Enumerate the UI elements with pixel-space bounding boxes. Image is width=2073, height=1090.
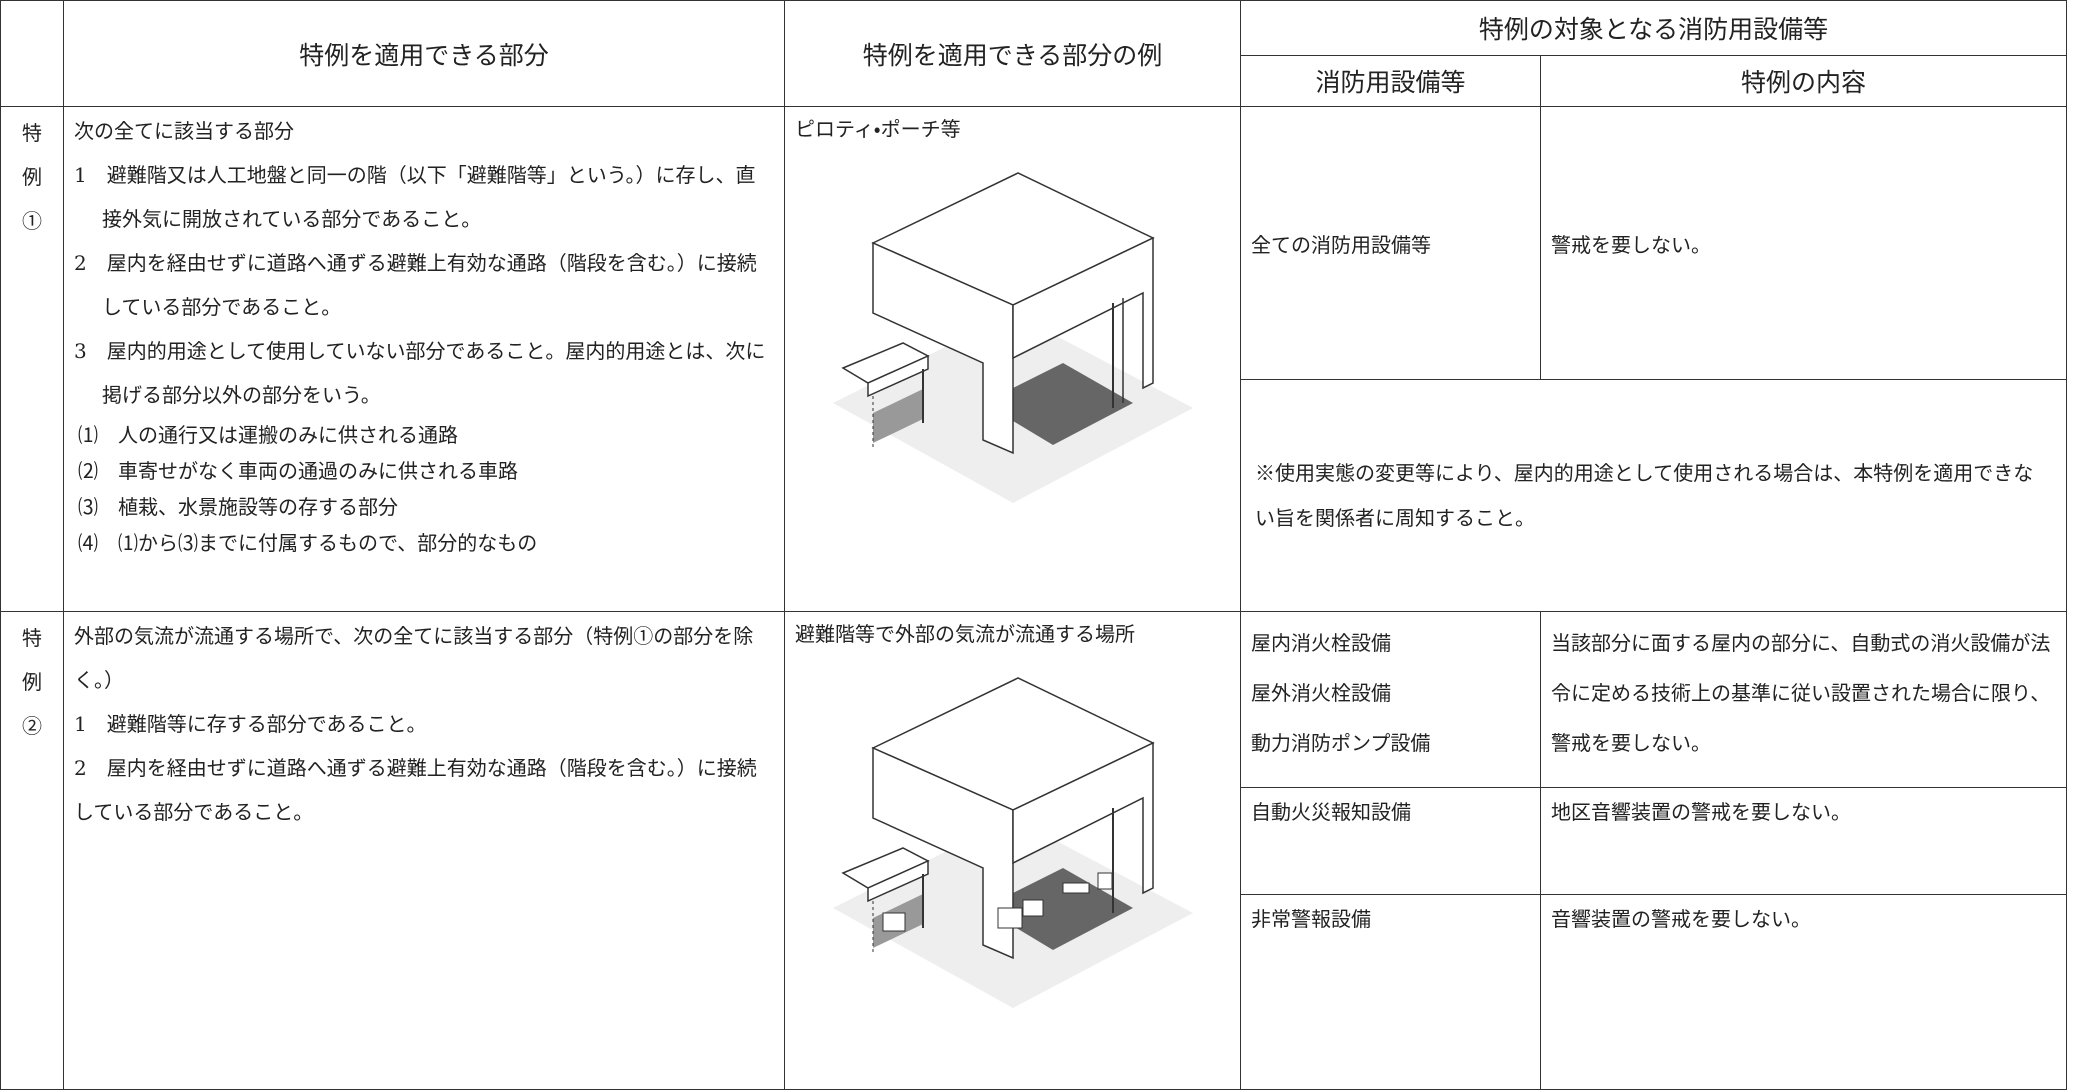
building-illustration bbox=[832, 172, 1193, 503]
example-cell: ピロティ・ポーチ等 bbox=[784, 106, 1241, 612]
intro: 次の全てに該当する部分 bbox=[74, 119, 294, 143]
condition-cell: 次の全てに該当する部分 1 避難階又は人工地盤と同一の階（以下「避難階等」という… bbox=[63, 106, 785, 612]
equipment-name: 屋外消火栓設備 bbox=[1251, 681, 1391, 705]
item: 1 避難階又は人工地盤と同一の階（以下「避難階等」という。）に存し、直接外気に開… bbox=[74, 163, 756, 231]
subitem: ⑶ 植栽、水景施設等の存する部分 bbox=[78, 495, 398, 519]
item: 2 屋内を経由せずに道路へ通ずる避難上有効な通路（階段を含む。）に接続している部… bbox=[74, 756, 757, 824]
row-label: 特例① bbox=[0, 106, 64, 612]
content-cell: 地区音響装置の警戒を要しない。 bbox=[1539, 787, 2068, 895]
item: 1 避難階等に存する部分であること。 bbox=[74, 712, 427, 736]
intro: 外部の気流が流通する場所で、次の全てに該当する部分（特例①の部分を除く。） bbox=[74, 624, 754, 692]
subitem: ⑴ 人の通行又は運搬のみに供される通路 bbox=[78, 423, 458, 447]
header-cell: 特例を適用できる部分の例 bbox=[784, 0, 1241, 107]
header-cell: 特例を適用できる部分 bbox=[63, 0, 785, 107]
header-cell: 特例の対象となる消防用設備等 bbox=[1239, 0, 2068, 56]
corner-cell bbox=[0, 0, 64, 107]
item: 3 屋内的用途として使用していない部分であること。屋内的用途とは、次に掲げる部分… bbox=[74, 339, 766, 407]
header-cell: 特例の内容 bbox=[1539, 55, 2068, 107]
equipment-cell: 自動火災報知設備 bbox=[1240, 787, 1541, 895]
equipment-name: 動力消防ポンプ設備 bbox=[1251, 731, 1431, 755]
label-text: 特例② bbox=[22, 626, 42, 738]
building-illustration bbox=[832, 677, 1193, 1008]
note-cell: ※使用実態の変更等により、屋内的用途として使用される場合は、本特例を適用できない… bbox=[1239, 379, 2068, 612]
label-text: 特例① bbox=[22, 121, 42, 233]
example-caption: ピロティ・ポーチ等 bbox=[795, 117, 961, 141]
row-label: 特例② bbox=[0, 611, 64, 1090]
condition-cell: 外部の気流が流通する場所で、次の全てに該当する部分（特例①の部分を除く。） 1 … bbox=[63, 611, 785, 1090]
equipment-cell: 非常警報設備 bbox=[1240, 894, 1541, 1090]
example-caption: 避難階等で外部の気流が流通する場所 bbox=[795, 622, 1135, 646]
content-cell: 音響装置の警戒を要しない。 bbox=[1539, 894, 2068, 1090]
subitem: ⑷ ⑴から⑶までに付属するもので、部分的なもの bbox=[78, 531, 538, 555]
header-cell: 消防用設備等 bbox=[1240, 55, 1541, 107]
example-cell: 避難階等で外部の気流が流通する場所 bbox=[784, 611, 1241, 1090]
content-cell: 警戒を要しない。 bbox=[1539, 106, 2068, 380]
content-cell: 当該部分に面する屋内の部分に、自動式の消火設備が法令に定める技術上の基準に従い設… bbox=[1539, 611, 2068, 788]
equipment-cell: 全ての消防用設備等 bbox=[1240, 106, 1541, 380]
equipment-cell: 屋内消火栓設備 屋外消火栓設備 動力消防ポンプ設備 bbox=[1240, 611, 1541, 788]
equipment-name: 屋内消火栓設備 bbox=[1251, 631, 1391, 655]
subitem: ⑵ 車寄せがなく車両の通過のみに供される車路 bbox=[78, 459, 518, 483]
item: 2 屋内を経由せずに道路へ通ずる避難上有効な通路（階段を含む。）に接続している部… bbox=[74, 251, 757, 319]
